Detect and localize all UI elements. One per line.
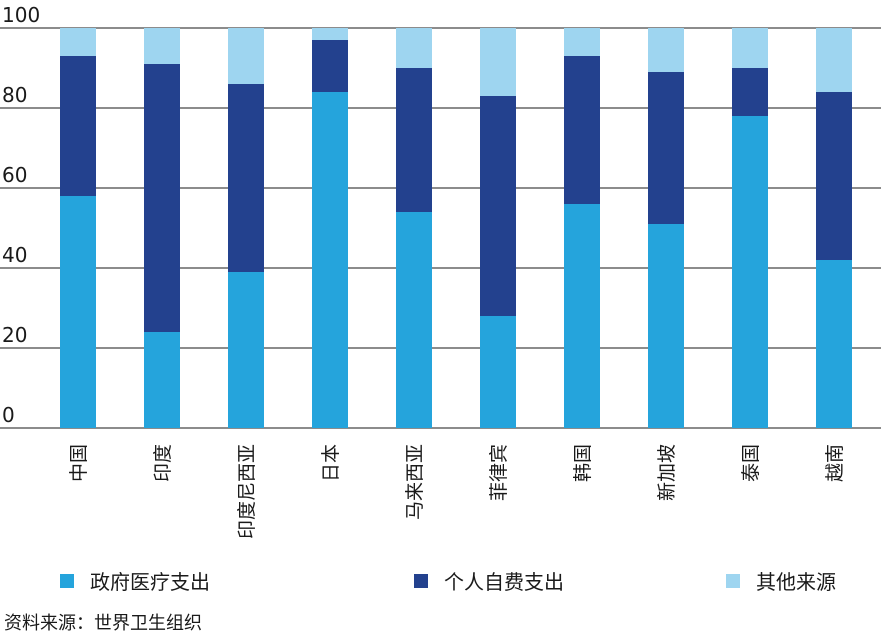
bar-segment (396, 68, 432, 212)
legend-label: 政府医疗支出 (90, 570, 210, 594)
bar-segment (732, 116, 768, 428)
x-category-label: 马来西亚 (404, 444, 426, 520)
x-category-labels: 中国 印度 印度尼西亚 日本 马来西亚 菲律宾 韩国 新加坡 泰国 越南 (68, 444, 846, 539)
bar-segment (816, 92, 852, 260)
bar-segment (144, 64, 180, 332)
bar-segment (480, 96, 516, 316)
bar-segment (564, 28, 600, 56)
x-category-label: 日本 (320, 444, 342, 482)
legend: 政府医疗支出 个人自费支出 其他来源 (0, 566, 881, 596)
bar-segment (732, 28, 768, 68)
stacked-bar-chart: 0 20 40 60 80 100 中国 印度 印度尼西亚 日本 马来西亚 菲律宾 韩国 新加坡 泰国 越南 (0, 3, 881, 539)
bar-segment (816, 260, 852, 428)
legend-swatch (726, 573, 740, 588)
x-category-label: 印度尼西亚 (236, 444, 258, 539)
bar-segment (480, 28, 516, 96)
bars (60, 28, 852, 428)
bar-segment (816, 28, 852, 92)
legend-item: 个人自费支出 (414, 566, 564, 595)
bar-segment (648, 28, 684, 72)
bar-segment (564, 204, 600, 428)
x-category-label: 新加坡 (656, 444, 678, 501)
bar-segment (564, 56, 600, 204)
legend-swatch (414, 573, 428, 588)
bar-segment (228, 28, 264, 84)
legend-item: 其他来源 (726, 566, 836, 595)
bar-segment (396, 212, 432, 428)
y-tick-label: 60 (2, 163, 27, 187)
bar-segment (60, 56, 96, 196)
bar-segment (396, 28, 432, 68)
bar-segment (144, 332, 180, 428)
y-tick-label: 80 (2, 83, 27, 107)
bar-segment (480, 316, 516, 428)
x-category-label: 越南 (824, 444, 846, 482)
x-category-label: 中国 (68, 444, 90, 482)
x-category-label: 菲律宾 (488, 444, 510, 501)
bar-segment (648, 224, 684, 428)
x-category-label: 泰国 (740, 444, 762, 482)
y-tick-label: 40 (2, 243, 27, 267)
x-category-label: 印度 (152, 444, 174, 482)
y-tick-label: 0 (2, 403, 15, 427)
bar-segment (144, 28, 180, 64)
x-category-label: 韩国 (572, 444, 594, 482)
y-tick-label: 20 (2, 323, 27, 347)
y-tick-label: 100 (2, 3, 40, 27)
bar-segment (648, 72, 684, 224)
legend-item: 政府医疗支出 (60, 566, 210, 595)
bar-segment (228, 272, 264, 428)
bar-segment (228, 84, 264, 272)
source-note: 资料来源：世界卫生组织 (4, 613, 202, 634)
legend-label: 个人自费支出 (444, 570, 564, 594)
bar-segment (60, 28, 96, 56)
bar-segment (312, 92, 348, 428)
bar-segment (312, 28, 348, 40)
bar-segment (312, 40, 348, 92)
bar-segment (732, 68, 768, 116)
legend-label: 其他来源 (756, 570, 836, 594)
bar-segment (60, 196, 96, 428)
y-tick-labels: 0 20 40 60 80 100 (2, 3, 40, 427)
legend-swatch (60, 573, 74, 588)
